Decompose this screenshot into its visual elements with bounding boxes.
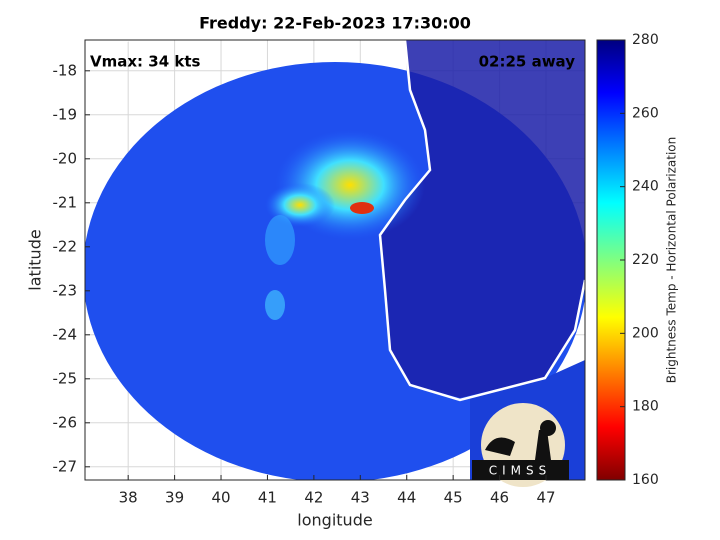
y-axis-label: latitude xyxy=(26,229,45,290)
chart-title: Freddy: 22-Feb-2023 17:30:00 xyxy=(199,14,471,33)
logo-text: CIMSS xyxy=(489,464,552,478)
colorbar-tick-label: 160 xyxy=(632,472,659,488)
colorbar-tick-label: 200 xyxy=(632,325,659,341)
annotation: Vmax: 34 kts xyxy=(90,53,200,71)
colorbar-tick-label: 280 xyxy=(632,32,659,48)
y-tick-label: -23 xyxy=(53,281,78,299)
y-tick-label: -26 xyxy=(53,413,78,431)
x-tick-label: 40 xyxy=(211,489,230,507)
x-tick-label: 43 xyxy=(351,489,370,507)
x-tick-label: 45 xyxy=(444,489,463,507)
x-tick-label: 42 xyxy=(304,489,323,507)
y-tick-label: -18 xyxy=(53,61,78,79)
x-tick-label: 38 xyxy=(119,489,138,507)
colorbar-tick-label: 180 xyxy=(632,399,659,415)
y-tick-label: -27 xyxy=(53,457,78,475)
plot-area: CIMSS xyxy=(84,39,586,487)
colorbar-tick-label: 240 xyxy=(632,179,659,195)
y-tick-label: -25 xyxy=(53,369,78,387)
x-tick-label: 44 xyxy=(397,489,416,507)
axes-frame xyxy=(84,39,586,481)
logo: CIMSS xyxy=(472,403,569,487)
x-axis-label: longitude xyxy=(297,511,372,530)
y-tick-label: -19 xyxy=(53,105,78,123)
x-tick-label: 47 xyxy=(536,489,555,507)
x-tick-label: 39 xyxy=(165,489,184,507)
colorbar-tick-label: 220 xyxy=(632,252,659,268)
annotation: 02:25 away xyxy=(479,53,576,71)
x-tick-label: 46 xyxy=(490,489,509,507)
colorbar-label: Brightness Temp - Horizontal Polarizatio… xyxy=(665,137,679,384)
y-tick-label: -20 xyxy=(53,149,78,167)
y-tick-label: -21 xyxy=(53,193,78,211)
y-tick-label: -24 xyxy=(53,325,78,343)
y-tick-label: -22 xyxy=(53,237,78,255)
colorbar-tick-label: 260 xyxy=(632,105,659,121)
x-tick-label: 41 xyxy=(258,489,277,507)
